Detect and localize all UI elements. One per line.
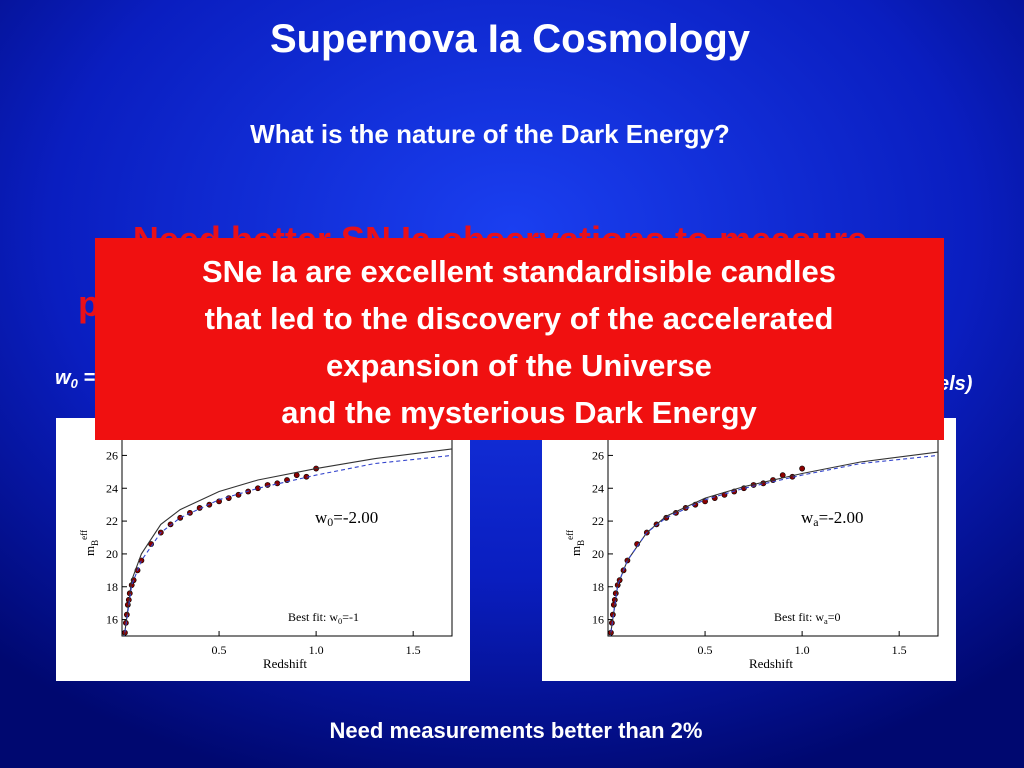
x-tick-label: 1.5 (406, 643, 421, 657)
y-tick-label: 18 (592, 580, 604, 594)
note-text: = (78, 367, 96, 389)
model-curve (123, 448, 452, 636)
x-tick-label: 1.0 (795, 643, 810, 657)
best-fit-part: =0 (828, 610, 841, 624)
charts: 0.5 1.0 1.5161820222426RedshiftmBeffw0=-2.… (79, 438, 939, 671)
note: els) (938, 373, 973, 395)
best-fit-part: Best fit: w (774, 610, 824, 624)
annotation-part: w (801, 508, 814, 527)
annotation-sub: 0 (327, 515, 333, 529)
chart-panel (542, 418, 956, 681)
chart-panel (56, 418, 470, 681)
annotation-part: w (315, 508, 328, 527)
note-text: w (55, 367, 72, 389)
best-fit-sub: a (824, 617, 828, 626)
data-point (225, 495, 232, 501)
data-point (264, 482, 271, 488)
best-fit: Best fit: wa=0 (774, 610, 841, 626)
y-axis-label-sub: B (90, 540, 100, 546)
y-axis-label-sup: eff (79, 530, 89, 540)
callout-line: and the mysterious Dark Energy (281, 395, 757, 430)
y-tick-label: 24 (106, 481, 118, 495)
data-point (177, 514, 184, 521)
best-fit-part: Best fit: w (288, 610, 338, 624)
y-tick-label: 20 (106, 547, 118, 561)
x-tick-label: 0.5 (212, 643, 227, 657)
data-point (274, 480, 281, 487)
note: w0 = (55, 367, 95, 391)
best-fit: Best fit: w0=-1 (288, 610, 359, 626)
y-axis-label: mBeff (565, 530, 586, 556)
y-tick-label: 26 (592, 448, 604, 462)
y-axis-label-part: m (568, 546, 583, 556)
x-tick-label: 1.5 (892, 643, 907, 657)
best-fit-part: =-1 (342, 610, 359, 624)
annotation-part: =-2.00 (333, 508, 378, 527)
annotation-sub: a (813, 515, 819, 529)
best-fit-sub: 0 (338, 617, 342, 626)
heading: p (78, 283, 100, 324)
chart: 0.5 1.0 1.5161820222426RedshiftmBeffwa=-2.… (565, 438, 939, 671)
callout-line: SNe Ia are excellent standardisible cand… (202, 254, 836, 289)
y-axis-label: mBeff (79, 530, 100, 556)
y-tick-label: 22 (106, 514, 118, 528)
x-tick-label: 0.5 (698, 643, 713, 657)
plot-area (608, 451, 938, 636)
y-tick-label: 16 (106, 613, 118, 627)
annotation: wa=-2.00 (801, 508, 864, 529)
x-axis-label: Redshift (749, 656, 793, 671)
title: Supernova Ia Cosmology (270, 17, 751, 61)
y-axis-label-part: m (82, 546, 97, 556)
data-point (799, 465, 806, 472)
chart: 0.5 1.0 1.5161820222426RedshiftmBeffw0=-2.… (79, 438, 453, 671)
y-axis-label-sub: B (576, 540, 586, 546)
y-tick-label: 18 (106, 580, 118, 594)
note-sub: 0 (71, 376, 79, 391)
model-curve (123, 454, 452, 636)
annotation: w0=-2.00 (315, 508, 378, 529)
data-point (216, 498, 222, 505)
model-curve (609, 454, 938, 636)
y-tick-label: 24 (592, 481, 604, 495)
callout-box (95, 238, 944, 440)
question: What is the nature of the Dark Energy? (250, 119, 730, 149)
y-tick-label: 16 (592, 613, 604, 627)
data-point (702, 498, 708, 505)
y-tick-label: 26 (106, 448, 118, 462)
y-axis-label-sup: eff (565, 530, 575, 540)
plot-area (122, 448, 452, 636)
x-axis-label: Redshift (263, 656, 307, 671)
x-tick-label: 1.0 (309, 643, 324, 657)
callout-line: that led to the discovery of the acceler… (205, 301, 834, 336)
y-tick-label: 22 (592, 514, 604, 528)
y-tick-label: 20 (592, 547, 604, 561)
callout-line: expansion of the Universe (326, 348, 712, 383)
footer: Need measurements better than 2% (330, 718, 703, 743)
annotation-part: =-2.00 (819, 508, 864, 527)
model-curve (609, 451, 938, 636)
